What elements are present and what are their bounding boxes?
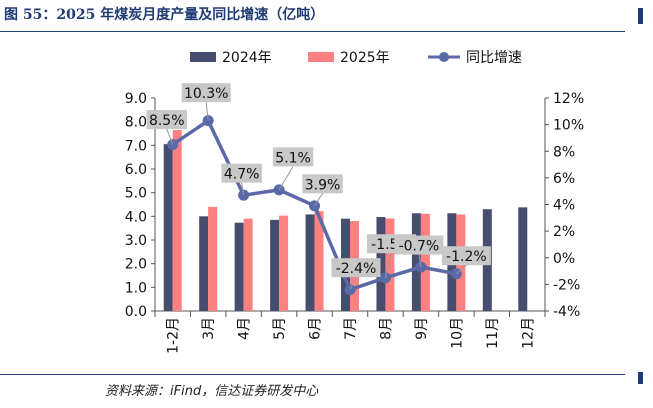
y-right-tick-label: 6%: [553, 171, 575, 187]
legend-label-2025: 2025年: [340, 50, 390, 66]
x-tick-label: 5月: [272, 317, 288, 340]
yoy-label-box: [302, 174, 343, 194]
y-left-tick-label: 7.0: [125, 138, 147, 154]
y-left-tick-label: 1.0: [125, 280, 147, 296]
yoy-label-leader: [166, 128, 174, 145]
yoy-label-leader: [456, 264, 467, 275]
y-left-tick-label: 0.0: [125, 304, 147, 320]
x-tick-label: 9月: [414, 317, 430, 340]
right-edge-mark: [638, 8, 643, 24]
yoy-data-label: -1.2%: [446, 249, 487, 265]
y-left-tick-label: 6.0: [125, 162, 147, 178]
yoy-data-label: -2.4%: [336, 261, 377, 277]
y-left-tick-label: 3.0: [125, 233, 147, 249]
y-right-tick-label: 8%: [553, 144, 575, 160]
yoy-label-box: [394, 235, 444, 255]
y-left-tick-label: 8.0: [125, 115, 147, 131]
x-tick-label: 3月: [201, 317, 217, 340]
y-left-tick-label: 9.0: [125, 91, 147, 107]
y-right-tick-label: 2%: [553, 224, 575, 240]
legend-label-yoy: 同比增速: [466, 50, 522, 66]
y-right-tick-label: 10%: [553, 118, 584, 134]
bar-2025: [208, 206, 218, 311]
yoy-data-label: 5.1%: [275, 150, 311, 166]
yoy-label-leader: [384, 253, 392, 278]
yoy-label-box: [272, 147, 314, 167]
y-right-tick-label: -2%: [553, 277, 580, 293]
bar-2025: [385, 218, 395, 311]
y-left-tick-label: 4.0: [125, 209, 147, 225]
y-right-tick-label: -4%: [553, 304, 580, 320]
yoy-data-label: 8.5%: [149, 113, 185, 129]
source-rule: [0, 374, 625, 375]
y-left-tick-label: 5.0: [125, 186, 147, 202]
yoy-label-leader: [205, 102, 209, 121]
yoy-label-leader: [278, 166, 294, 191]
yoy-data-label: 4.7%: [224, 167, 260, 183]
x-tick-label: 8月: [378, 317, 394, 340]
bar-2025: [314, 211, 324, 311]
x-tick-label: 4月: [237, 317, 253, 340]
yoy-data-label: -0.7%: [399, 239, 440, 255]
bar-2024: [518, 207, 528, 311]
x-tick-label: 11月: [485, 317, 501, 349]
title-rule: [0, 31, 625, 32]
source-note: 资料来源：iFind，信达证券研发中心: [105, 384, 319, 399]
yoy-label-leader: [241, 182, 245, 196]
x-tick-label: 7月: [343, 317, 359, 340]
bar-2024: [411, 213, 421, 311]
y-right-tick-label: 0%: [553, 251, 575, 267]
y-left-tick-label: 2.0: [125, 257, 147, 273]
legend-swatch-2024: [190, 52, 216, 62]
bar-2024: [305, 214, 315, 311]
yoy-label-box: [146, 110, 187, 130]
y-right-tick-label: 4%: [553, 198, 575, 214]
bar-2024: [199, 216, 209, 311]
x-tick-label: 6月: [308, 317, 324, 340]
legend-swatch-2025: [308, 52, 334, 62]
yoy-label-leader: [314, 193, 323, 207]
chart: 2024年 2025年 同比增速0.01.02.03.04.05.06.07.08.…: [125, 50, 584, 354]
yoy-data-label: 3.9%: [305, 177, 341, 193]
x-tick-label: 12月: [520, 317, 536, 349]
yoy-label-box: [441, 246, 491, 266]
legend-marker-yoy: [439, 52, 449, 62]
x-tick-label: 1-2月: [166, 317, 182, 354]
yoy-label-box: [221, 163, 262, 183]
bar-2025: [172, 129, 182, 311]
bar-2024: [234, 222, 244, 311]
x-tick-label: 10月: [449, 317, 465, 349]
bar-2025: [279, 215, 289, 311]
yoy-label-leader: [349, 276, 357, 290]
chart-title: 图 55：2025 年煤炭月度产量及同比增速（亿吨）: [4, 7, 325, 23]
yoy-data-label: 10.3%: [184, 86, 228, 102]
bar-2024: [376, 217, 386, 311]
legend-label-2024: 2024年: [222, 50, 272, 66]
y-right-tick-label: 12%: [553, 91, 584, 107]
right-edge-mark-bottom: [638, 372, 643, 384]
yoy-label-box: [331, 258, 381, 278]
bar-2024: [270, 219, 280, 311]
yoy-label-leader: [418, 254, 422, 268]
bar-2025: [243, 218, 253, 311]
bar-2025: [420, 213, 430, 311]
bar-2024: [163, 144, 173, 311]
yoy-label-box: [181, 83, 231, 103]
